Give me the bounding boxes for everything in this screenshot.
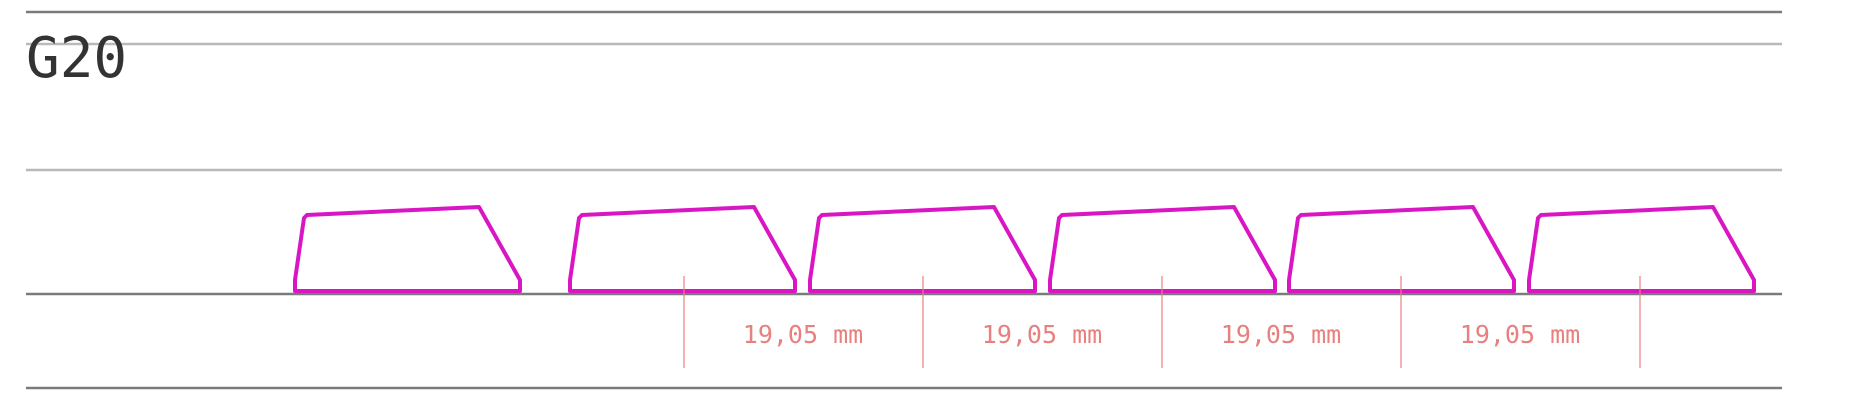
dimension-label-3: 19,05 mm [1221,320,1341,349]
diagram-title: G20 [26,26,127,91]
keycap-5 [1287,205,1516,293]
dimension-label-1: 19,05 mm [743,320,863,349]
keycap-4 [1048,205,1277,293]
dimension-labels: 19,05 mm 19,05 mm 19,05 mm 19,05 mm [743,320,1580,349]
keycap-1 [293,205,522,293]
dimension-label-4: 19,05 mm [1460,320,1580,349]
keycap-group [293,205,1756,293]
keycap-2 [568,205,797,293]
dimension-label-2: 19,05 mm [982,320,1102,349]
dimension-ticks [683,276,1641,368]
keycap-3 [808,205,1037,293]
keycap-6 [1527,205,1756,293]
